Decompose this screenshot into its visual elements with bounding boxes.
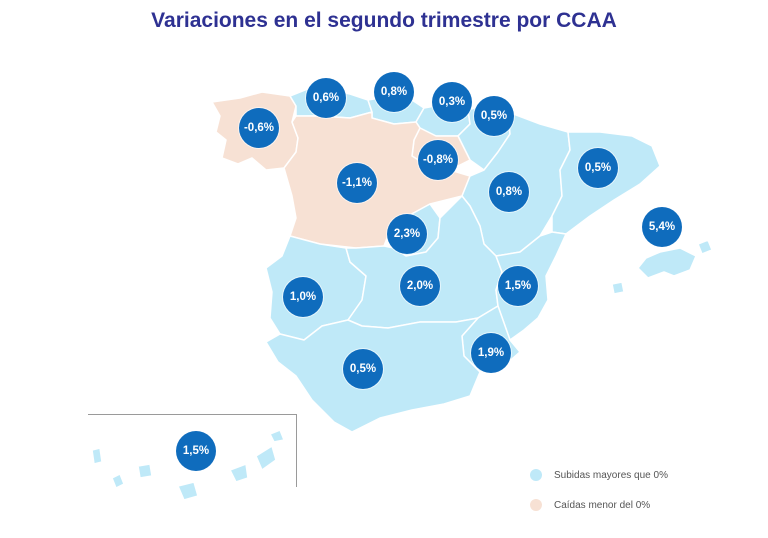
value-bubble-andalucia: 0,5% (343, 349, 383, 389)
value-bubble-valencia: 1,5% (498, 266, 538, 306)
value-bubble-canarias: 1,5% (176, 431, 216, 471)
value-bubble-la-rioja: -0,8% (418, 140, 458, 180)
value-bubble-asturias: 0,6% (306, 78, 346, 118)
value-bubble-galicia: -0,6% (239, 108, 279, 148)
value-bubble-murcia: 1,9% (471, 333, 511, 373)
value-bubble-madrid: 2,3% (387, 214, 427, 254)
value-bubble-cataluna: 0,5% (578, 148, 618, 188)
legend: Subidas mayores que 0% Caídas menor del … (530, 468, 668, 528)
value-bubble-pais-vasco: 0,3% (432, 82, 472, 122)
region-canarias (91, 429, 285, 501)
region-baleares (611, 239, 713, 295)
legend-label-fall: Caídas menor del 0% (554, 499, 651, 511)
value-bubble-cantabria: 0,8% (374, 72, 414, 112)
legend-item-fall: Caídas menor del 0% (530, 498, 668, 512)
canary-islands-inset-frame (88, 414, 297, 487)
region-castilla-leon (283, 111, 471, 249)
map-title: Variaciones en el segundo trimestre por … (151, 9, 617, 32)
legend-swatch-fall (530, 499, 542, 511)
legend-item-rise: Subidas mayores que 0% (530, 468, 668, 482)
value-bubble-castilla-la-mancha: 2,0% (400, 266, 440, 306)
value-bubble-navarra: 0,5% (474, 96, 514, 136)
legend-label-rise: Subidas mayores que 0% (554, 469, 668, 481)
value-bubble-aragon: 0,8% (489, 172, 529, 212)
legend-swatch-rise (530, 469, 542, 481)
value-bubble-extremadura: 1,0% (283, 277, 323, 317)
value-bubble-castilla-leon: -1,1% (337, 163, 377, 203)
value-bubble-baleares: 5,4% (642, 207, 682, 247)
